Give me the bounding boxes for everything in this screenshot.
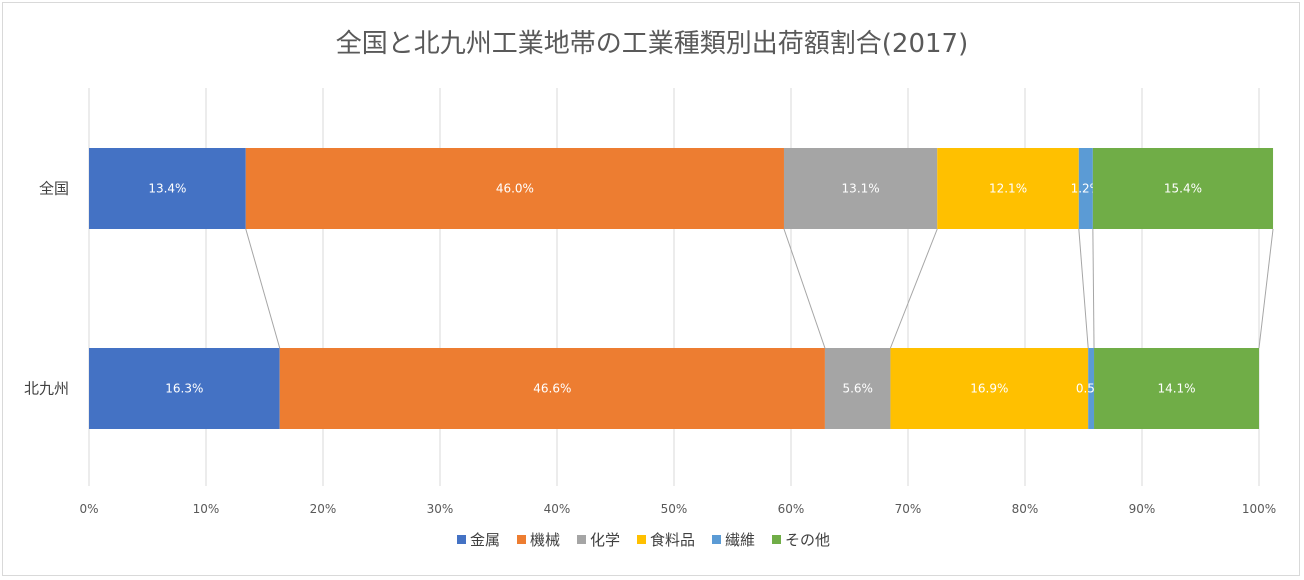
- legend-label: その他: [785, 531, 830, 549]
- series-line: [1092, 228, 1095, 349]
- series-line: [783, 228, 826, 349]
- data-label: 12.1%: [989, 182, 1027, 196]
- data-label: 16.3%: [165, 382, 203, 396]
- data-label: 13.4%: [148, 182, 186, 196]
- bar-segment: [824, 348, 891, 429]
- data-label: 14.1%: [1157, 382, 1195, 396]
- series-line: [1258, 228, 1274, 349]
- x-tick-label: 10%: [193, 502, 220, 516]
- series-line: [889, 228, 938, 349]
- legend-label: 金属: [470, 531, 500, 549]
- data-label: 15.4%: [1164, 182, 1202, 196]
- legend-label: 食料品: [650, 531, 695, 549]
- bar-segment: [937, 148, 1079, 229]
- x-tick-label: 80%: [1012, 502, 1039, 516]
- legend-swatch: [712, 535, 721, 544]
- bar-segment: [279, 348, 825, 429]
- series-line: [1078, 228, 1089, 349]
- bars: 13.4% 46.0% 13.1% 12.1% 1.2% 15.4%16.3% 46.6% 5…: [89, 148, 1274, 429]
- x-tick-label: 50%: [661, 502, 688, 516]
- data-label: 13.1%: [842, 182, 880, 196]
- x-axis-ticks: 0% 10% 20% 30% 40% 50% 60% 70% 80% 90% 100%: [79, 502, 1276, 516]
- bar-segment: [89, 348, 280, 429]
- chart-title: 全国と北九州工業地帯の工業種類別出荷額割合(2017): [336, 29, 968, 59]
- legend: 金属 機械 化学 食料品 繊維 その他: [457, 531, 830, 549]
- x-tick-label: 60%: [778, 502, 805, 516]
- bar-segment: [89, 148, 246, 229]
- x-tick-label: 20%: [310, 502, 337, 516]
- bar-segment: [1092, 148, 1274, 229]
- legend-label: 化学: [590, 531, 620, 549]
- category-label: 北九州: [24, 380, 69, 398]
- x-tick-label: 70%: [895, 502, 922, 516]
- legend-swatch: [772, 535, 781, 544]
- data-label: 5.6%: [842, 382, 873, 396]
- x-tick-label: 40%: [544, 502, 571, 516]
- legend-swatch: [577, 535, 586, 544]
- legend-swatch: [517, 535, 526, 544]
- bar-segment: [783, 148, 938, 229]
- data-label: 46.0%: [496, 182, 534, 196]
- legend-swatch: [637, 535, 646, 544]
- legend-label: 機械: [530, 531, 560, 549]
- x-tick-label: 30%: [427, 502, 454, 516]
- bar-segment: [245, 148, 784, 229]
- bar-segment: [1078, 148, 1093, 229]
- x-tick-label: 90%: [1129, 502, 1156, 516]
- data-label: 46.6%: [533, 382, 571, 396]
- bar-segment: [1088, 348, 1095, 429]
- legend-swatch: [457, 535, 466, 544]
- bar-segment: [890, 348, 1089, 429]
- x-tick-label: 100%: [1242, 502, 1276, 516]
- category-label: 全国: [39, 180, 69, 198]
- data-label: 16.9%: [970, 382, 1008, 396]
- legend-label: 繊維: [725, 531, 755, 549]
- series-lines: [245, 228, 1274, 349]
- series-line: [245, 228, 281, 349]
- x-tick-label: 0%: [79, 502, 98, 516]
- bar-segment: [1094, 348, 1259, 429]
